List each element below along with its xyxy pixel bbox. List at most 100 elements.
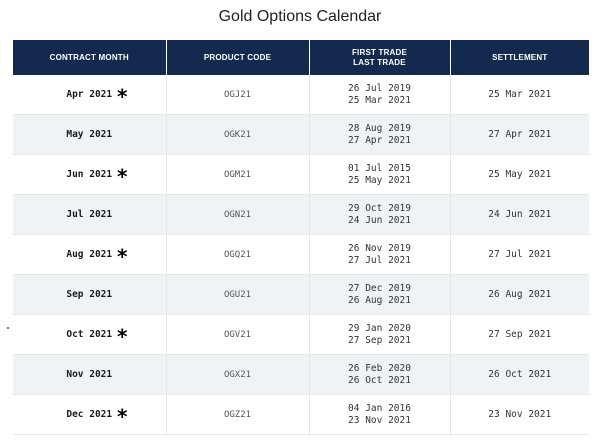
options-calendar-table: CONTRACT MONTH PRODUCT CODE FIRST TRADE … [13,40,589,435]
product-code-cell: OGQ21 [165,234,309,275]
settlement-date: 25 May 2021 [488,168,552,180]
product-code: OGV21 [223,329,252,340]
settlement-cell: 27 Apr 2021 [449,114,589,155]
settlement-date: 27 Jul 2021 [488,248,552,260]
contract-month-cell[interactable]: Dec 2021 * [13,394,166,435]
table-row: Sep 2021 OGU21 27 Dec 2019 26 Aug 2021 26 Au… [13,274,589,315]
contract-month-cell[interactable]: May 2021 [13,114,166,155]
weekly-marker-star: * [117,404,128,429]
contract-month-cell[interactable]: Apr 2021 * [13,75,166,115]
first-trade-date: 26 Feb 2020 [348,362,411,374]
contract-month-cell[interactable]: Nov 2021 [13,354,166,395]
product-code: OGQ21 [223,249,252,260]
weekly-marker-star: * [117,324,128,349]
trade-dates-cell: 26 Nov 2019 27 Jul 2021 [308,234,450,275]
product-code-cell: OGZ21 [165,394,309,435]
first-trade-date: 26 Jul 2019 [348,82,411,94]
trade-dates-cell: 28 Aug 2019 27 Apr 2021 [308,114,450,155]
settlement-cell: 27 Sep 2021 [449,314,589,355]
contract-month: Jul 2021 [66,208,113,220]
product-code: OGK21 [223,129,252,140]
contract-month-cell[interactable]: Aug 2021 * [13,234,166,275]
last-trade-date: 23 Nov 2021 [348,414,411,426]
last-trade-date: 25 Mar 2021 [348,94,411,106]
table-row: Apr 2021 * OGJ21 26 Jul 2019 25 Mar 2021 25 M… [13,75,589,115]
last-trade-date: 26 Aug 2021 [348,294,411,306]
product-code-cell: OGM21 [165,154,309,195]
table-row: Jul 2021 OGN21 29 Oct 2019 24 Jun 2021 24 Ju… [13,194,589,235]
header-settlement-label: SETTLEMENT [492,52,548,62]
product-code: OGX21 [223,369,252,380]
contract-month: Dec 2021 [66,408,113,420]
settlement-cell: 26 Oct 2021 [449,354,589,395]
product-code-cell: OGX21 [165,354,309,395]
first-trade-date: 29 Jan 2020 [348,322,411,334]
product-code-cell: OGV21 [165,314,309,355]
product-code-cell: OGN21 [165,194,309,235]
settlement-cell: 25 Mar 2021 [449,75,589,115]
trade-dates-cell: 26 Feb 2020 26 Oct 2021 [308,354,450,395]
last-trade-date: 25 May 2021 [348,174,411,186]
header-last-trade-label: LAST TRADE [353,57,406,67]
contract-month: Sep 2021 [66,288,113,300]
product-code: OGN21 [223,209,252,220]
product-code: OGU21 [223,289,252,300]
table-header-row: CONTRACT MONTH PRODUCT CODE FIRST TRADE … [13,40,589,75]
product-code-cell: OGJ21 [165,75,309,115]
contract-month-cell[interactable]: Jun 2021 * [13,154,166,195]
product-code-cell: OGU21 [165,274,309,315]
trade-dates-cell: 01 Jul 2015 25 May 2021 [308,154,450,195]
settlement-date: 26 Oct 2021 [488,368,552,380]
last-trade-date: 26 Oct 2021 [348,374,411,386]
settlement-date: 23 Nov 2021 [488,408,552,420]
settlement-date: 24 Jun 2021 [488,208,552,220]
settlement-date: 27 Sep 2021 [488,328,552,340]
first-trade-date: 29 Oct 2019 [348,202,411,214]
table-row: Aug 2021 * OGQ21 26 Nov 2019 27 Jul 2021 27 J… [13,234,589,275]
first-trade-date: 01 Jul 2015 [348,162,411,174]
last-trade-date: 27 Jul 2021 [348,254,411,266]
row-marker [7,327,9,329]
header-first-last-trade[interactable]: FIRST TRADE LAST TRADE [308,40,450,75]
contract-month-cell[interactable]: Oct 2021 * [13,314,166,355]
settlement-cell: 25 May 2021 [449,154,589,195]
weekly-marker-star: * [117,84,128,109]
settlement-cell: 27 Jul 2021 [449,234,589,275]
contract-month: Nov 2021 [66,368,113,380]
settlement-date: 27 Apr 2021 [488,128,552,140]
header-settlement[interactable]: SETTLEMENT [449,40,589,75]
table-row: Dec 2021 * OGZ21 04 Jan 2016 23 Nov 2021 23 N… [13,394,589,435]
header-contract-month[interactable]: CONTRACT MONTH [13,40,166,75]
trade-dates-cell: 29 Jan 2020 27 Sep 2021 [308,314,450,355]
contract-month: May 2021 [66,128,113,140]
settlement-cell: 24 Jun 2021 [449,194,589,235]
first-trade-date: 28 Aug 2019 [348,122,411,134]
table-row: May 2021 OGK21 28 Aug 2019 27 Apr 2021 27 Ap… [13,114,589,155]
first-trade-date: 27 Dec 2019 [348,282,411,294]
first-trade-date: 26 Nov 2019 [348,242,411,254]
product-code: OGZ21 [223,409,252,420]
product-code: OGM21 [223,169,252,180]
contract-month: Aug 2021 [66,248,113,260]
settlement-cell: 23 Nov 2021 [449,394,589,435]
page-title: Gold Options Calendar [218,8,382,25]
trade-dates-cell: 04 Jan 2016 23 Nov 2021 [308,394,450,435]
last-trade-date: 27 Apr 2021 [348,134,411,146]
table-row: Oct 2021 * OGV21 29 Jan 2020 27 Sep 2021 27 S… [13,314,589,355]
table-row: Nov 2021 OGX21 26 Feb 2020 26 Oct 2021 26 Oc… [13,354,589,395]
product-code-cell: OGK21 [165,114,309,155]
header-product-code[interactable]: PRODUCT CODE [165,40,309,75]
table-row: Jun 2021 * OGM21 01 Jul 2015 25 May 2021 25 M… [13,154,589,195]
trade-dates-cell: 26 Jul 2019 25 Mar 2021 [308,75,450,115]
settlement-date: 26 Aug 2021 [488,288,552,300]
header-product-code-label: PRODUCT CODE [203,52,272,62]
trade-dates-cell: 27 Dec 2019 26 Aug 2021 [308,274,450,315]
weekly-marker-star: * [117,164,128,189]
trade-dates-cell: 29 Oct 2019 24 Jun 2021 [308,194,450,235]
last-trade-date: 27 Sep 2021 [348,334,411,346]
contract-month-cell[interactable]: Jul 2021 [13,194,166,235]
contract-month-cell[interactable]: Sep 2021 [13,274,166,315]
settlement-date: 25 Mar 2021 [488,88,552,100]
settlement-cell: 26 Aug 2021 [449,274,589,315]
first-trade-date: 04 Jan 2016 [348,402,411,414]
